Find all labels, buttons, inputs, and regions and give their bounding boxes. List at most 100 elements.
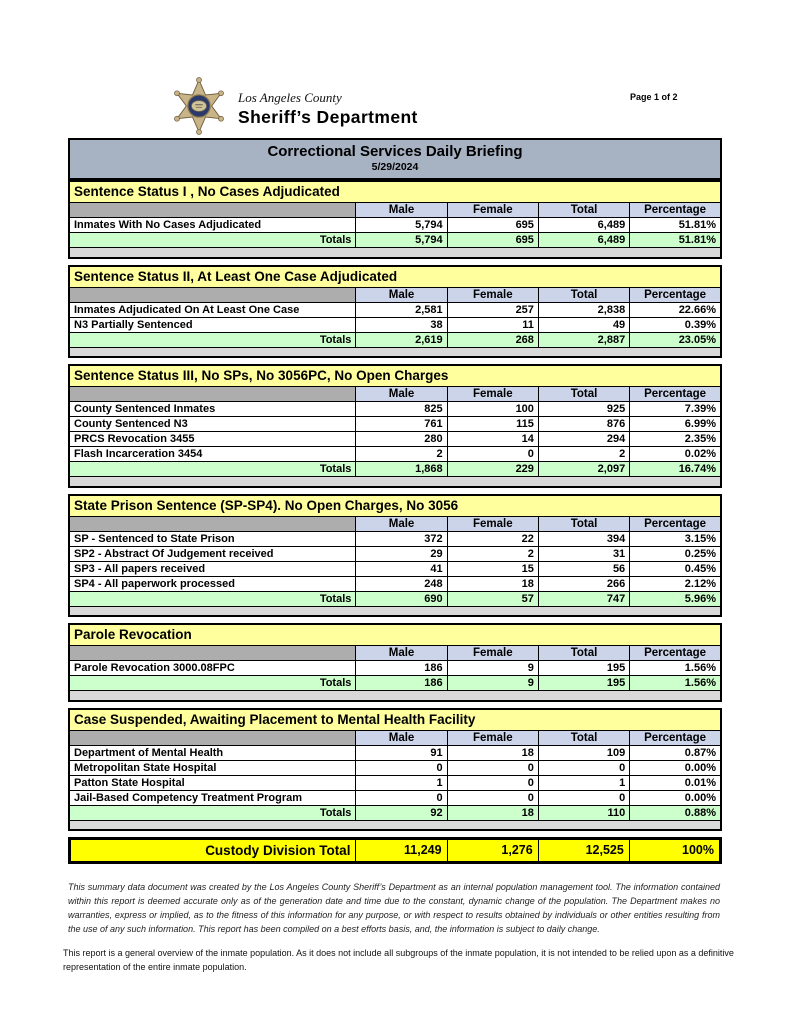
- row-value: 6,489: [537, 217, 631, 233]
- column-header-total: Total: [537, 515, 631, 532]
- section-table: State Prison Sentence (SP-SP4). No Open …: [68, 493, 722, 617]
- totals-value: 9: [446, 675, 539, 691]
- row-value: 0: [446, 789, 539, 806]
- column-header-percentage: Percentage: [629, 386, 722, 402]
- row-value: 11: [446, 316, 539, 333]
- data-row: SP4 - All paperwork processed 248 18 266 2.1…: [68, 575, 722, 592]
- section-title: Sentence Status III, No SPs, No 3056PC, …: [68, 364, 722, 387]
- totals-value: 23.05%: [629, 331, 722, 348]
- row-value: 51.81%: [629, 217, 722, 233]
- totals-value: 57: [446, 590, 539, 607]
- row-value: 0.25%: [629, 545, 722, 562]
- logo-department: Sheriff’s Department: [238, 107, 418, 127]
- row-value: 248: [355, 575, 448, 592]
- data-row: Inmates Adjudicated On At Least One Case…: [68, 301, 722, 318]
- totals-value: 5,794: [355, 232, 448, 248]
- totals-value: 51.81%: [629, 232, 722, 248]
- totals-value: 2,097: [537, 461, 631, 477]
- row-value: 7.39%: [629, 401, 722, 417]
- spacer-cell: [68, 247, 722, 258]
- row-value: 38: [355, 316, 448, 333]
- data-row: County Sentenced Inmates 825 100 925 7.39%: [68, 401, 722, 417]
- totals-value: 16.74%: [629, 461, 722, 477]
- column-header-total: Total: [537, 202, 631, 218]
- data-row: Parole Revocation 3000.08FPC 186 9 195 1.56%: [68, 660, 722, 676]
- column-header-percentage: Percentage: [629, 202, 722, 218]
- section-title-row: Case Suspended, Awaiting Placement to Me…: [68, 708, 722, 731]
- section-title: Sentence Status II, At Least One Case Ad…: [68, 265, 722, 288]
- section-table: Parole Revocation Male Female Total Percenta…: [68, 623, 722, 702]
- totals-label: Totals: [68, 590, 357, 607]
- data-row: SP - Sentenced to State Prison 372 22 394 3.…: [68, 530, 722, 547]
- row-value: 15: [446, 560, 539, 577]
- row-label: Metropolitan State Hospital: [68, 759, 357, 776]
- grand-total-row: Custody Division Total 11,249 1,276 12,5…: [68, 838, 722, 863]
- row-value: 0: [537, 759, 631, 776]
- column-header-total: Total: [537, 386, 631, 402]
- column-header-female: Female: [446, 386, 539, 402]
- row-label: Inmates Adjudicated On At Least One Case: [68, 301, 357, 318]
- row-value: 372: [355, 530, 448, 547]
- totals-value: 92: [355, 804, 448, 821]
- corner-cell: [68, 386, 357, 402]
- spacer-row: [68, 605, 722, 617]
- row-value: 825: [355, 401, 448, 417]
- corner-cell: [68, 515, 357, 532]
- spacer-row: [68, 346, 722, 358]
- column-header-row: Male Female Total Percentage: [68, 286, 722, 303]
- section-table: Sentence Status I , No Cases Adjudicated…: [68, 180, 722, 259]
- totals-value: 229: [446, 461, 539, 477]
- data-row: SP3 - All papers received 41 15 56 0.45%: [68, 560, 722, 577]
- section-title-row: Sentence Status I , No Cases Adjudicated: [68, 180, 722, 203]
- row-value: 0: [355, 759, 448, 776]
- section-title-row: State Prison Sentence (SP-SP4). No Open …: [68, 494, 722, 517]
- row-value: 280: [355, 431, 448, 447]
- totals-value: 6,489: [537, 232, 631, 248]
- spacer-row: [68, 476, 722, 487]
- totals-value: 747: [537, 590, 631, 607]
- section-title: Parole Revocation: [68, 623, 722, 646]
- row-value: 394: [537, 530, 631, 547]
- column-header-row: Male Female Total Percentage: [68, 729, 722, 746]
- row-value: 0.01%: [629, 774, 722, 791]
- document-header: Los Angeles County Sheriff’s Department: [168, 74, 418, 138]
- column-header-total: Total: [537, 729, 631, 746]
- row-label: SP2 - Abstract Of Judgement received: [68, 545, 357, 562]
- row-value: 56: [537, 560, 631, 577]
- totals-row: Totals 186 9 195 1.56%: [68, 675, 722, 691]
- column-header-percentage: Percentage: [629, 729, 722, 746]
- section-title: State Prison Sentence (SP-SP4). No Open …: [68, 494, 722, 517]
- data-row: Metropolitan State Hospital 0 0 0 0.00%: [68, 759, 722, 776]
- corner-cell: [68, 202, 357, 218]
- row-value: 100: [446, 401, 539, 417]
- spacer-cell: [68, 819, 722, 831]
- row-value: 3.15%: [629, 530, 722, 547]
- row-value: 2: [355, 446, 448, 462]
- totals-row: Totals 5,794 695 6,489 51.81%: [68, 232, 722, 248]
- totals-value: 2,619: [355, 331, 448, 348]
- spacer-cell: [68, 476, 722, 487]
- page-number: Page 1 of 2: [630, 92, 678, 102]
- row-value: 6.99%: [629, 416, 722, 432]
- sheriff-badge-icon: [174, 77, 224, 135]
- row-label: Parole Revocation 3000.08FPC: [68, 660, 357, 676]
- spacer-cell: [68, 690, 722, 701]
- totals-row: Totals 1,868 229 2,097 16.74%: [68, 461, 722, 477]
- row-value: 761: [355, 416, 448, 432]
- row-value: 0: [446, 774, 539, 791]
- row-label: Flash Incarceration 3454: [68, 446, 357, 462]
- spacer-cell: [68, 605, 722, 617]
- column-header-row: Male Female Total Percentage: [68, 515, 722, 532]
- logo-county: Los Angeles County: [238, 90, 342, 105]
- totals-label: Totals: [68, 331, 357, 348]
- row-value: 0: [446, 759, 539, 776]
- column-header-percentage: Percentage: [629, 286, 722, 303]
- row-value: 925: [537, 401, 631, 417]
- column-header-female: Female: [446, 645, 539, 661]
- row-value: 29: [355, 545, 448, 562]
- custody-division-total-table: Custody Division Total 11,249 1,276 12,5…: [68, 837, 722, 864]
- row-value: 294: [537, 431, 631, 447]
- row-value: 5,794: [355, 217, 448, 233]
- row-value: 695: [446, 217, 539, 233]
- row-value: 2: [446, 545, 539, 562]
